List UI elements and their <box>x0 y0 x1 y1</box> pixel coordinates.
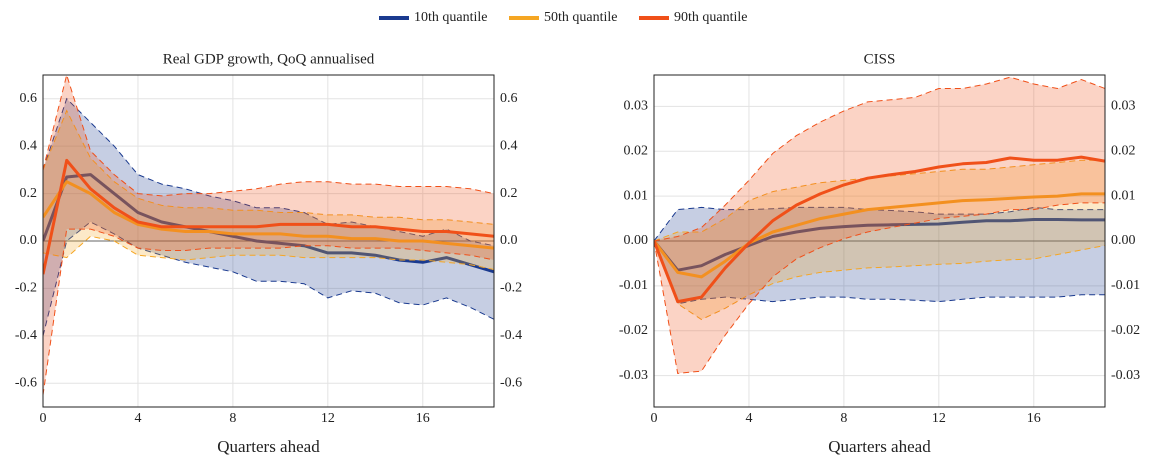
band-upper <box>43 97 494 247</box>
axes-frame <box>653 74 1106 408</box>
plot-area <box>654 76 1105 374</box>
y-tick-label: -0.2 <box>15 281 37 296</box>
band-fill <box>654 77 1105 374</box>
line <box>43 180 494 250</box>
x-axis-label: Quarters ahead <box>828 437 931 456</box>
y-tick-label-right: 0.01 <box>1111 188 1136 203</box>
line <box>43 158 494 275</box>
y-tick-label: 0.03 <box>624 99 649 114</box>
band-upper <box>654 206 1105 242</box>
x-tick-label: 0 <box>651 411 658 426</box>
y-tick-label-right: -0.6 <box>500 376 522 391</box>
x-tick-label: 0 <box>40 411 47 426</box>
x-tick-label: 8 <box>840 411 847 426</box>
x-tick-label: 8 <box>229 411 236 426</box>
panel-title: Real GDP growth, QoQ annualised <box>163 51 375 67</box>
legend-label: 90th quantile <box>674 10 748 25</box>
y-tick-label-right: -0.03 <box>1111 368 1140 383</box>
band-lower <box>43 235 494 270</box>
y-tick-label-right: -0.01 <box>1111 278 1140 293</box>
y-tick-label: 0.02 <box>624 143 649 158</box>
y-tick-label: 0.2 <box>20 186 38 201</box>
y-tick-label-right: 0.02 <box>1111 143 1136 158</box>
y-tick-label: 0.4 <box>20 138 38 153</box>
legend: 10th quantile 50th quantile 90th quantile <box>379 10 748 25</box>
band-fill <box>43 110 494 270</box>
line <box>654 155 1105 304</box>
band-fill <box>654 207 1105 304</box>
y-tick-label: -0.03 <box>619 368 648 383</box>
axes-frame <box>42 74 495 408</box>
legend-label: 50th quantile <box>544 10 618 25</box>
band-upper <box>654 159 1105 242</box>
y-tick-label: 0.00 <box>624 233 649 248</box>
legend-label: 10th quantile <box>414 10 488 25</box>
band-upper <box>43 75 494 197</box>
y-tick-label: -0.6 <box>15 376 37 391</box>
line <box>654 218 1105 272</box>
x-tick-label: 4 <box>745 411 752 426</box>
panel: Real GDP growth, QoQ annualised Quarters … <box>15 51 522 455</box>
y-tick-label: 0.01 <box>624 188 649 203</box>
band-upper <box>43 109 494 225</box>
line <box>654 192 1105 279</box>
band-lower <box>43 221 494 337</box>
panel-title: CISS <box>864 51 896 67</box>
y-tick-label: -0.02 <box>619 323 648 338</box>
panel: CISS Quarters ahead -0.03 -0.03 -0.02 -0.02 -0… <box>619 51 1140 455</box>
x-axis-label: Quarters ahead <box>217 437 320 456</box>
band-lower <box>43 228 494 396</box>
x-tick-label: 16 <box>1027 411 1041 426</box>
band-fill <box>43 98 494 336</box>
x-tick-label: 12 <box>932 411 946 426</box>
y-tick-label-right: 0.4 <box>500 138 518 153</box>
band-fill <box>43 75 494 396</box>
y-tick-label: 0.6 <box>20 91 38 106</box>
y-tick-label-right: 0.0 <box>500 233 518 248</box>
band-upper <box>654 76 1105 242</box>
y-tick-label: 0.0 <box>20 233 38 248</box>
y-tick-label: -0.01 <box>619 278 648 293</box>
y-tick-label-right: -0.2 <box>500 281 522 296</box>
y-tick-label: -0.4 <box>15 328 37 343</box>
y-tick-label-right: 0.00 <box>1111 233 1136 248</box>
y-tick-label-right: 0.2 <box>500 186 518 201</box>
y-tick-label-right: 0.03 <box>1111 99 1136 114</box>
band-lower <box>654 202 1105 374</box>
x-tick-label: 16 <box>416 411 430 426</box>
plot-area <box>43 75 494 396</box>
y-tick-label-right: 0.6 <box>500 91 518 106</box>
x-tick-label: 4 <box>134 411 141 426</box>
y-tick-label-right: -0.4 <box>500 328 522 343</box>
band-lower <box>654 240 1105 321</box>
band-lower <box>654 240 1105 305</box>
y-tick-label-right: -0.02 <box>1111 323 1140 338</box>
line <box>43 173 494 274</box>
x-tick-label: 12 <box>321 411 335 426</box>
